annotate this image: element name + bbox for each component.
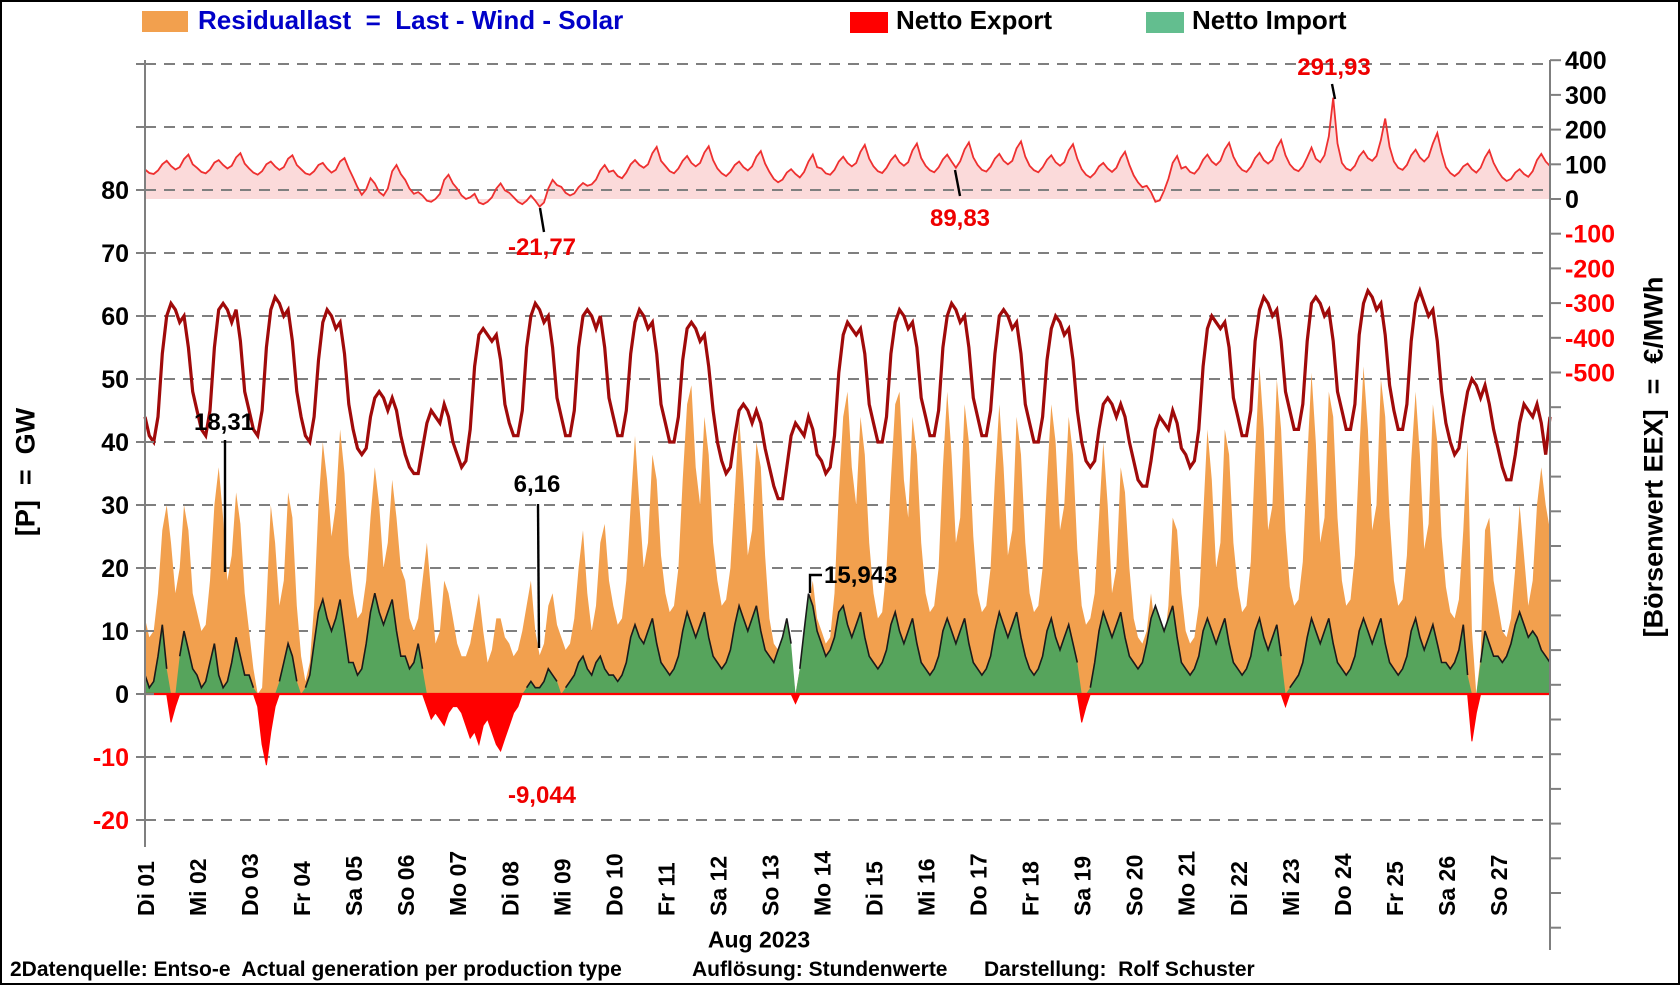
footer-credit: Darstellung: Rolf Schuster xyxy=(984,958,1255,981)
svg-text:-100: -100 xyxy=(1565,221,1615,249)
svg-text:Di 01: Di 01 xyxy=(133,861,159,916)
svg-text:Di 22: Di 22 xyxy=(1226,861,1252,916)
svg-text:-500: -500 xyxy=(1565,360,1615,388)
tick-labels: 80706050403020100-10-204003002001000-100… xyxy=(93,47,1615,835)
svg-text:Do 03: Do 03 xyxy=(237,853,263,916)
eex-price-line xyxy=(144,97,1551,208)
svg-text:80: 80 xyxy=(101,177,129,205)
svg-text:40: 40 xyxy=(101,429,129,457)
legend-swatch-netto-export xyxy=(850,12,888,33)
svg-text:Sa 12: Sa 12 xyxy=(705,856,731,916)
left-axis-title: [P] = GW xyxy=(10,407,41,537)
svg-text:Mo 21: Mo 21 xyxy=(1174,851,1200,916)
svg-text:Mi 16: Mi 16 xyxy=(914,858,940,916)
legend-swatch-residuallast xyxy=(142,11,188,32)
svg-text:18,31: 18,31 xyxy=(194,409,254,436)
axes xyxy=(136,59,1561,950)
last-line xyxy=(143,285,1552,501)
svg-text:Fr 25: Fr 25 xyxy=(1382,861,1408,916)
legend-swatch-netto-import xyxy=(1146,12,1184,33)
svg-text:60: 60 xyxy=(101,303,129,331)
svg-text:So 20: So 20 xyxy=(1122,855,1148,916)
svg-text:Mo 14: Mo 14 xyxy=(810,851,836,916)
svg-text:Mi 02: Mi 02 xyxy=(185,858,211,916)
svg-text:291,93: 291,93 xyxy=(1297,54,1370,81)
svg-text:-10: -10 xyxy=(93,744,129,772)
svg-text:-300: -300 xyxy=(1565,290,1615,318)
svg-text:Sa 05: Sa 05 xyxy=(341,856,367,916)
svg-text:100: 100 xyxy=(1565,151,1607,179)
svg-text:Do 17: Do 17 xyxy=(966,853,992,916)
svg-text:Mo 07: Mo 07 xyxy=(445,851,471,916)
svg-text:6,16: 6,16 xyxy=(514,471,561,498)
netto-export-area xyxy=(145,693,1550,766)
svg-text:Di 08: Di 08 xyxy=(497,861,523,916)
x-labels: Di 01 Mi 02 Do 03 Fr 04 Sa 05 So 06 Mo 07 Di 08… xyxy=(133,851,1512,916)
svg-text:200: 200 xyxy=(1565,117,1607,145)
svg-text:-9,044: -9,044 xyxy=(508,782,577,809)
svg-text:So 06: So 06 xyxy=(393,855,419,916)
svg-text:Sa 26: Sa 26 xyxy=(1434,856,1460,916)
eex-price-area xyxy=(145,97,1550,207)
svg-text:400: 400 xyxy=(1565,47,1607,75)
netto-import-outline xyxy=(144,593,1551,690)
svg-text:-400: -400 xyxy=(1565,325,1615,353)
svg-text:So 13: So 13 xyxy=(757,855,783,916)
svg-text:300: 300 xyxy=(1565,82,1607,110)
svg-text:-200: -200 xyxy=(1565,255,1615,283)
legend-label-netto-export: Netto Export xyxy=(896,5,1052,35)
x-axis-title: Aug 2023 xyxy=(707,926,811,953)
svg-text:89,83: 89,83 xyxy=(930,205,990,232)
svg-text:Mi 09: Mi 09 xyxy=(549,858,575,916)
svg-text:30: 30 xyxy=(101,492,129,520)
footer-resolution: Auflösung: Stundenwerte xyxy=(692,958,948,981)
svg-text:-21,77: -21,77 xyxy=(508,234,576,261)
netto-import-area xyxy=(145,593,1550,694)
svg-text:Mi 23: Mi 23 xyxy=(1278,858,1304,916)
annotations: 18,31 6,16 15,943 291,93 89,83 -21,77 -9,044 xyxy=(194,54,1371,809)
right-axis-title: [Börsenwert EEX] = €/MWh xyxy=(1638,276,1669,638)
svg-text:Fr 18: Fr 18 xyxy=(1018,861,1044,916)
svg-text:Sa 19: Sa 19 xyxy=(1070,856,1096,916)
svg-text:So 27: So 27 xyxy=(1486,855,1512,916)
svg-text:Fr 11: Fr 11 xyxy=(653,862,679,916)
svg-text:70: 70 xyxy=(101,240,129,268)
svg-text:0: 0 xyxy=(1565,186,1579,214)
svg-text:0: 0 xyxy=(115,681,129,709)
svg-text:15,943: 15,943 xyxy=(824,562,897,589)
svg-text:Fr 04: Fr 04 xyxy=(289,861,315,916)
legend-label-residuallast: Residuallast = Last - Wind - Solar xyxy=(198,5,624,35)
svg-text:-20: -20 xyxy=(93,807,129,835)
footer-source: 2Datenquelle: Entso-e Actual generation … xyxy=(10,958,622,981)
legend-label-netto-import: Netto Import xyxy=(1192,5,1347,35)
residuallast-area xyxy=(145,366,1550,694)
svg-text:Do 24: Do 24 xyxy=(1330,853,1356,916)
svg-text:20: 20 xyxy=(101,555,129,583)
svg-text:Di 15: Di 15 xyxy=(862,861,888,916)
svg-text:Do 10: Do 10 xyxy=(601,853,627,916)
svg-text:10: 10 xyxy=(101,618,129,646)
svg-text:50: 50 xyxy=(101,366,129,394)
